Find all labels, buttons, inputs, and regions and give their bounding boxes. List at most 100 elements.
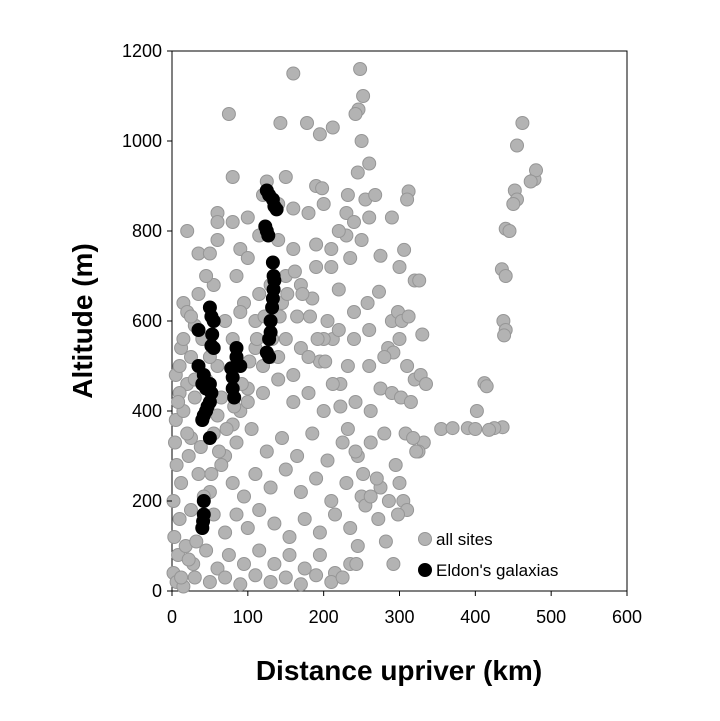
all-sites-point xyxy=(206,278,221,292)
all-sites-point xyxy=(371,512,386,526)
y-axis-title: Altitude (m) xyxy=(67,243,98,399)
all-sites-point xyxy=(278,332,293,346)
all-sites-point xyxy=(392,260,407,274)
all-sites-point xyxy=(309,568,324,583)
y-tick-label: 200 xyxy=(132,491,162,511)
all-sites-point xyxy=(282,548,297,562)
all-sites-point xyxy=(502,224,517,238)
all-sites-point xyxy=(353,62,368,76)
all-sites-point xyxy=(297,512,312,526)
all-sites-point xyxy=(273,116,288,130)
all-sites-point xyxy=(340,359,355,373)
all-sites-point xyxy=(469,404,484,418)
legend-marker-eldons-galaxias xyxy=(418,563,432,577)
all-sites-point xyxy=(174,476,189,490)
y-tick-label: 800 xyxy=(132,221,162,241)
all-sites-point xyxy=(368,188,383,202)
all-sites-point xyxy=(210,233,225,247)
all-sites-point xyxy=(297,561,312,576)
all-sites-point xyxy=(210,215,225,229)
all-sites-point xyxy=(293,577,308,592)
all-sites-point xyxy=(445,421,460,436)
eldons-galaxias-point xyxy=(261,228,276,243)
all-sites-point xyxy=(333,399,348,414)
all-sites-point xyxy=(295,287,310,301)
all-sites-point xyxy=(252,503,267,517)
all-sites-point xyxy=(482,422,496,437)
all-sites-point xyxy=(325,120,340,135)
all-sites-point xyxy=(479,379,494,394)
all-sites-point xyxy=(237,557,251,571)
all-sites-point xyxy=(325,377,340,391)
all-sites-point xyxy=(278,170,293,184)
all-sites-point xyxy=(468,422,483,436)
all-sites-point xyxy=(419,377,433,391)
all-sites-point xyxy=(172,512,187,526)
all-sites-point xyxy=(248,467,263,481)
all-sites-point xyxy=(237,489,251,504)
all-sites-point xyxy=(167,530,182,544)
all-sites-point xyxy=(392,332,407,346)
all-sites-point xyxy=(181,449,196,463)
all-sites-point xyxy=(350,539,365,553)
eldons-galaxias-point xyxy=(191,323,206,337)
all-sites-point xyxy=(312,525,327,540)
all-sites-point xyxy=(184,350,198,364)
x-tick-label: 500 xyxy=(536,607,566,627)
all-sites-point xyxy=(187,570,202,585)
all-sites-point xyxy=(331,224,346,238)
all-sites-point xyxy=(286,368,301,382)
all-sites-point xyxy=(263,480,278,495)
all-sites-point xyxy=(388,458,403,472)
all-sites-point xyxy=(180,224,195,238)
all-sites-point xyxy=(249,332,264,346)
all-sites-point xyxy=(339,206,354,220)
legend: all sites Eldon's galaxias xyxy=(418,530,558,580)
all-sites-point xyxy=(377,426,392,441)
all-sites-point xyxy=(529,163,543,178)
all-sites-point xyxy=(412,273,427,288)
all-sites-point xyxy=(252,287,267,301)
all-sites-point xyxy=(181,552,196,567)
all-sites-point xyxy=(263,575,278,589)
all-sites-point xyxy=(349,557,364,571)
all-sites-point xyxy=(301,350,316,364)
all-sites-point xyxy=(348,107,363,121)
all-sites-point xyxy=(309,260,324,274)
all-sites-point xyxy=(335,570,350,585)
eldons-galaxias-point xyxy=(262,350,277,364)
all-sites-point xyxy=(316,197,331,211)
all-sites-point xyxy=(373,248,388,263)
eldons-galaxias-point xyxy=(262,332,277,346)
all-sites-point xyxy=(381,494,396,508)
all-sites-point xyxy=(233,305,248,319)
all-sites-point xyxy=(214,458,229,472)
all-sites-point xyxy=(240,521,255,535)
series-eldons-galaxias xyxy=(191,183,284,535)
all-sites-point xyxy=(267,516,282,531)
all-sites-point xyxy=(362,210,377,225)
all-sites-point xyxy=(372,284,386,299)
all-sites-point xyxy=(225,170,240,184)
all-sites-point xyxy=(244,422,259,436)
all-sites-point xyxy=(347,215,361,229)
all-sites-point xyxy=(169,458,184,472)
all-sites-point xyxy=(397,242,412,257)
all-sites-point xyxy=(267,557,282,571)
x-tick-label: 200 xyxy=(309,607,339,627)
all-sites-point xyxy=(210,561,225,576)
eldons-galaxias-point xyxy=(206,341,221,355)
all-sites-point xyxy=(331,282,346,297)
x-tick-label: 0 xyxy=(167,607,177,627)
x-tick-label: 400 xyxy=(460,607,490,627)
all-sites-point xyxy=(191,287,206,301)
all-sites-point xyxy=(343,521,358,535)
all-sites-point xyxy=(340,422,355,436)
all-sites-point xyxy=(415,327,430,342)
all-sites-point xyxy=(515,116,530,130)
all-sites-point xyxy=(172,359,187,373)
all-sites-point xyxy=(191,467,206,481)
all-sites-point xyxy=(233,577,248,592)
all-sites-point xyxy=(354,233,369,247)
